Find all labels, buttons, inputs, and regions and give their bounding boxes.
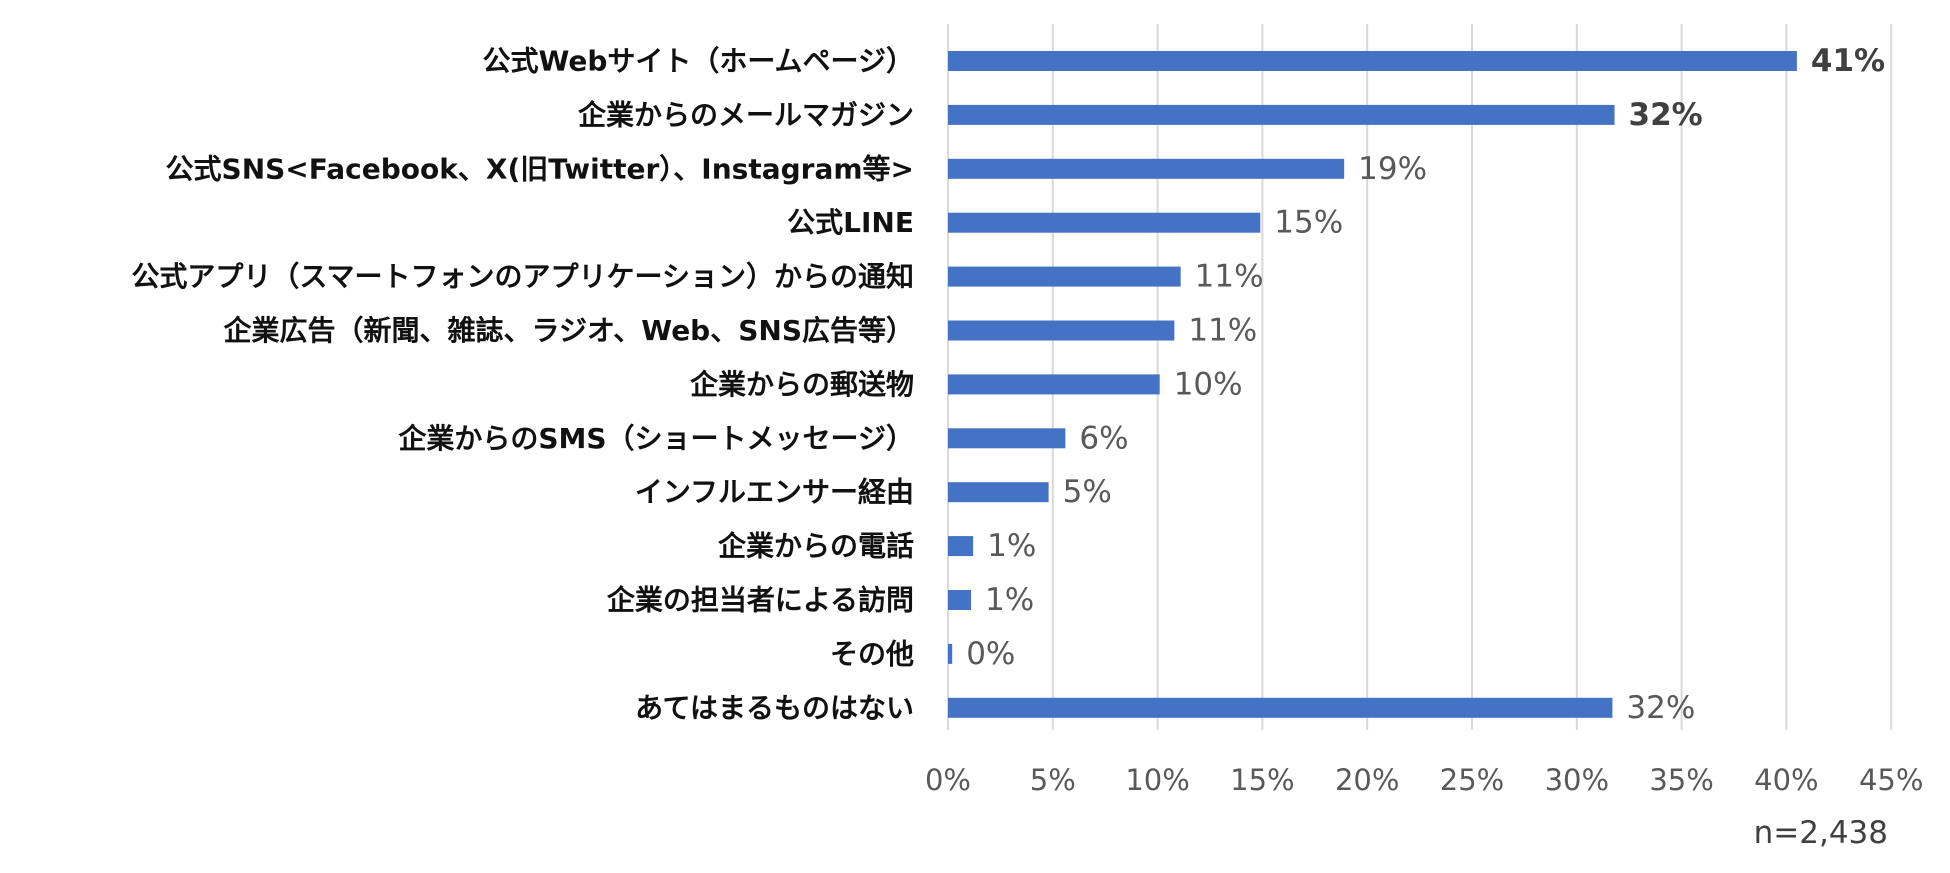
bar bbox=[948, 104, 1615, 125]
value-label: 32% bbox=[1626, 690, 1695, 726]
value-label: 41% bbox=[1811, 43, 1885, 79]
bar bbox=[948, 266, 1181, 287]
category-label: 公式Webサイト（ホームページ） bbox=[482, 45, 914, 78]
value-label: 32% bbox=[1629, 97, 1703, 133]
category-label: 公式アプリ（スマートフォンのアプリケーション）からの通知 bbox=[131, 260, 914, 293]
bar bbox=[948, 590, 972, 610]
category-label: 企業からのSMS（ショートメッセージ） bbox=[398, 422, 914, 455]
value-label: 5% bbox=[1063, 474, 1112, 510]
bar bbox=[948, 212, 1261, 233]
category-label: あてはまるものはない bbox=[635, 691, 914, 724]
x-tick-label: 30% bbox=[1545, 763, 1609, 797]
value-label: 11% bbox=[1195, 259, 1264, 295]
bars bbox=[948, 51, 1797, 718]
value-label: 1% bbox=[985, 582, 1034, 618]
bar bbox=[948, 536, 974, 557]
category-label: 企業からのメールマガジン bbox=[578, 98, 914, 131]
category-label: 企業の担当者による訪問 bbox=[607, 584, 914, 617]
x-tick-label: 40% bbox=[1754, 763, 1818, 797]
sample-size-note: n=2,438 bbox=[1754, 815, 1888, 851]
category-labels: 公式Webサイト（ホームページ） 企業からのメールマガジン公式SNS<Facebo… bbox=[131, 45, 914, 725]
value-label: 10% bbox=[1174, 366, 1243, 402]
bar bbox=[948, 428, 1066, 449]
bar bbox=[948, 643, 953, 664]
bar bbox=[948, 374, 1160, 395]
category-label: 公式SNS<Facebook、X(旧Twitter）、Instagram等> bbox=[166, 152, 914, 185]
value-label: 1% bbox=[987, 528, 1036, 564]
category-label: インフルエンサー経由 bbox=[635, 476, 914, 509]
bar bbox=[948, 482, 1049, 503]
x-tick-label: 10% bbox=[1125, 763, 1189, 797]
x-tick-label: 25% bbox=[1440, 763, 1504, 797]
value-labels: 41% 32% 19% 15% 11% 11% 10% 6% 5% 1% 1% 0% 32% bbox=[966, 43, 1885, 726]
value-label: 6% bbox=[1079, 420, 1128, 456]
x-axis-tick-labels: 0% 5% 10% 15% 20% 25% 30% 35% 40% 45% bbox=[925, 763, 1923, 797]
bar bbox=[948, 51, 1797, 71]
value-label: 0% bbox=[966, 636, 1015, 672]
gridlines bbox=[947, 24, 1893, 730]
bar bbox=[948, 320, 1175, 341]
bar bbox=[948, 158, 1345, 179]
value-label: 19% bbox=[1358, 151, 1427, 187]
category-label: 企業からの電話 bbox=[718, 530, 914, 563]
x-tick-label: 5% bbox=[1030, 763, 1076, 797]
category-label: 企業からの郵送物 bbox=[690, 368, 914, 401]
bar bbox=[948, 697, 1613, 718]
value-label: 11% bbox=[1188, 313, 1257, 349]
category-label: その他 bbox=[830, 637, 914, 670]
x-tick-label: 35% bbox=[1649, 763, 1713, 797]
category-label: 公式LINE bbox=[787, 206, 914, 239]
x-tick-label: 0% bbox=[925, 763, 971, 797]
value-label: 15% bbox=[1274, 205, 1343, 241]
category-label: 企業広告（新聞、雑誌、ラジオ、Web、SNS広告等） bbox=[224, 314, 914, 347]
x-tick-label: 20% bbox=[1335, 763, 1399, 797]
x-tick-label: 45% bbox=[1859, 763, 1923, 797]
x-tick-label: 15% bbox=[1230, 763, 1294, 797]
